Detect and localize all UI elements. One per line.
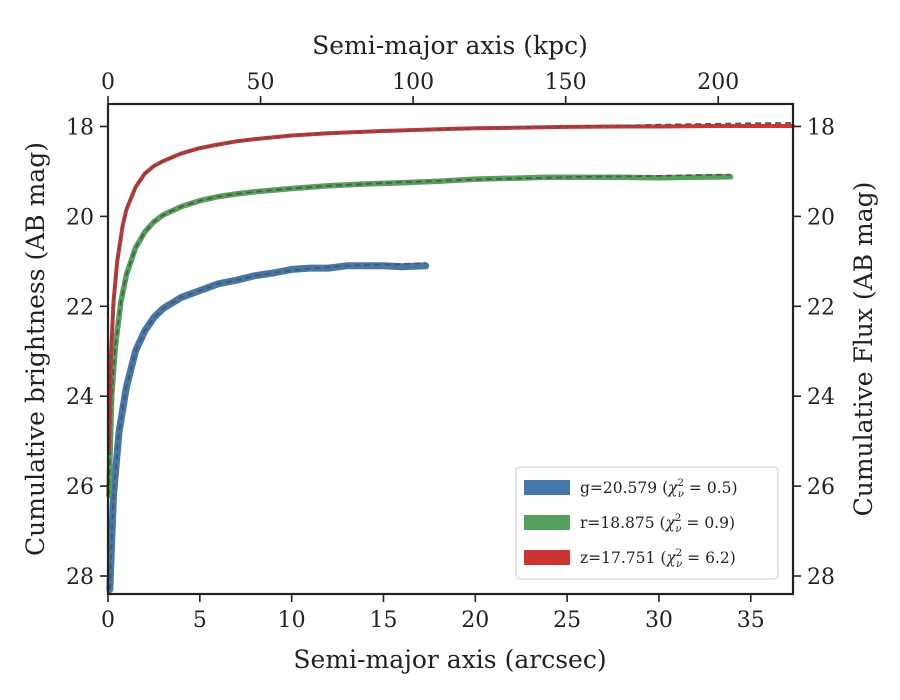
plot-frame [106,102,795,596]
x-tick-label: 20 [461,608,489,633]
y-tick-label: 18 [66,115,94,140]
legend-box [515,466,779,580]
legend: g=20.579 (χ2 ν = 0.5) r=18.875 (χ2 ν = 0.9)… [515,466,779,580]
x2-axis-title: Semi-major axis (kpc) [312,31,588,60]
model-line-g [108,262,426,590]
model-line-r [108,173,731,496]
x-axis-title: Semi-major axis (arcsec) [293,645,606,674]
y-tick-label: 22 [66,295,94,320]
y2-tick-label: 24 [807,385,835,410]
x2-tick-label: 100 [392,70,434,95]
x2-tick-label: 50 [247,70,275,95]
legend-label-r: r=18.875 (χ2 ν = 0.9) [580,513,735,535]
y-tick-label: 28 [66,565,94,590]
x2-tick-label: 200 [697,70,739,95]
x-tick-label: 5 [193,608,207,633]
legend-label-z: z=17.751 (χ2 ν = 6.2) [580,548,736,570]
x2-tick-label: 150 [545,70,587,95]
x2-tick-label: 0 [101,70,115,95]
y2-tick-label: 20 [807,205,835,230]
y2-tick-label: 18 [807,115,835,140]
legend-swatch-r [524,515,570,530]
x-tick-label: 30 [645,608,673,633]
x-tick-label: 35 [737,608,765,633]
x-tick-label: 10 [278,608,306,633]
x-tick-label: 25 [553,608,581,633]
x-tick-label: 15 [369,608,397,633]
model-line-z [108,122,794,451]
y2-tick-label: 26 [807,475,835,500]
series-layer [106,122,795,593]
y2-tick-label: 22 [807,295,835,320]
y2-axis-title: Cumulative Flux (AB mag) [849,182,878,517]
legend-label-g: g=20.579 (χ2 ν = 0.5) [580,478,738,500]
tick-layer: 0 5 10 15 20 25 30 35 0 50 100 150 200 18 18 20 20 22 22 24… [66,70,835,633]
y2-tick-label: 28 [807,565,835,590]
series-line-r [106,174,734,498]
legend-swatch-g [524,480,570,495]
x-tick-label: 0 [101,608,115,633]
y-tick-label: 24 [66,385,94,410]
legend-swatch-z [524,550,570,565]
y-axis-title: Cumulative brightness (AB mag) [21,142,50,556]
y-tick-label: 26 [66,475,94,500]
y-tick-label: 20 [66,205,94,230]
